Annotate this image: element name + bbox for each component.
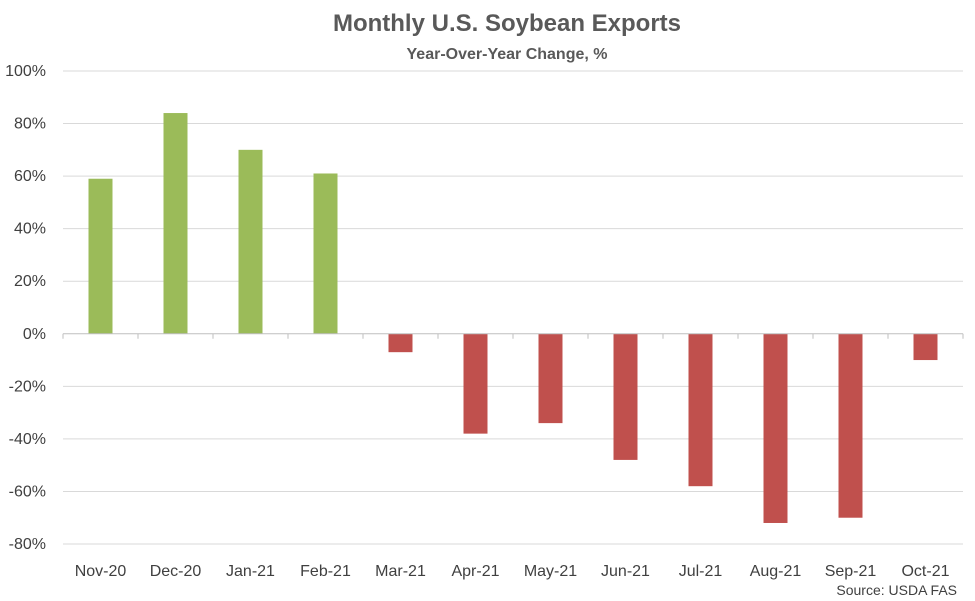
x-axis-tick-labels: Nov-20 Dec-20 Jan-21 Feb-21 Mar-21 Apr-21 May-… (75, 563, 950, 580)
bar-oct-21 (913, 333, 938, 361)
bar-jan-21 (238, 149, 263, 334)
x-tick-label: Sep-21 (825, 563, 877, 580)
bar-may-21 (538, 333, 563, 424)
bar-jun-21 (613, 333, 638, 460)
y-tick-label: -40% (9, 431, 46, 448)
y-tick-label: -60% (9, 483, 46, 500)
chart-subtitle: Year-Over-Year Change, % (407, 46, 608, 63)
x-tick-label: Jul-21 (679, 563, 723, 580)
y-tick-label: -80% (9, 536, 46, 553)
y-tick-label: -20% (9, 378, 46, 395)
x-tick-label: Oct-21 (901, 563, 949, 580)
x-tick-label: Apr-21 (451, 563, 499, 580)
y-tick-label: 40% (14, 221, 46, 238)
chart-title: Monthly U.S. Soybean Exports (333, 10, 681, 37)
bars (88, 113, 938, 523)
bar-aug-21 (763, 333, 788, 523)
x-tick-label: Feb-21 (300, 563, 351, 580)
bar-feb-21 (313, 173, 338, 334)
x-tick-label: Aug-21 (750, 563, 802, 580)
bar-nov-20 (88, 178, 113, 334)
y-tick-label: 80% (14, 116, 46, 133)
y-tick-label: 60% (14, 168, 46, 185)
y-axis-tick-labels: -80% -60% -40% -20% 0% 20% 40% 60% 80% 100% (5, 63, 46, 553)
x-tick-label: Nov-20 (75, 563, 127, 580)
bar-sep-21 (838, 333, 863, 518)
y-tick-label: 20% (14, 273, 46, 290)
x-tick-label: May-21 (524, 563, 577, 580)
x-tick-label: Mar-21 (375, 563, 426, 580)
bar-mar-21 (388, 333, 413, 353)
bar-apr-21 (463, 333, 488, 434)
x-tick-label: Jun-21 (601, 563, 650, 580)
y-tick-label: 100% (5, 63, 46, 80)
x-tick-label: Jan-21 (226, 563, 275, 580)
bar-dec-20 (163, 113, 188, 334)
bar-jul-21 (688, 333, 713, 487)
source-note: Source: USDA FAS (836, 582, 957, 598)
y-tick-label: 0% (23, 326, 46, 343)
x-axis (62, 333, 964, 339)
x-tick-label: Dec-20 (150, 563, 202, 580)
gridlines (63, 70, 963, 545)
